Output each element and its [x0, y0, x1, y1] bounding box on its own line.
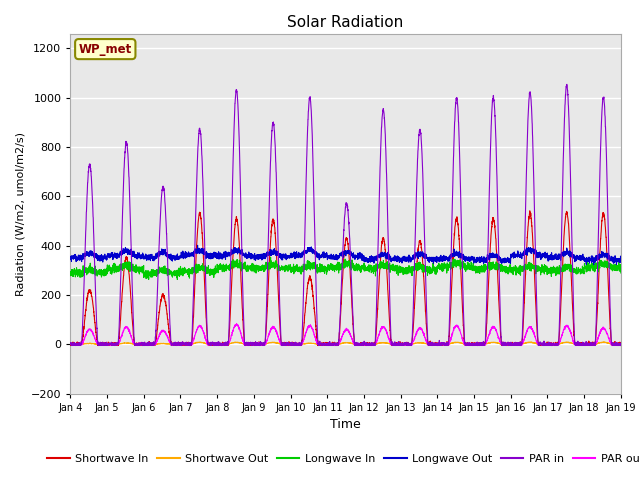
Text: WP_met: WP_met: [79, 43, 132, 56]
Y-axis label: Radiation (W/m2, umol/m2/s): Radiation (W/m2, umol/m2/s): [15, 132, 26, 296]
Title: Solar Radiation: Solar Radiation: [287, 15, 404, 30]
X-axis label: Time: Time: [330, 418, 361, 431]
Legend: Shortwave In, Shortwave Out, Longwave In, Longwave Out, PAR in, PAR out: Shortwave In, Shortwave Out, Longwave In…: [43, 450, 640, 468]
